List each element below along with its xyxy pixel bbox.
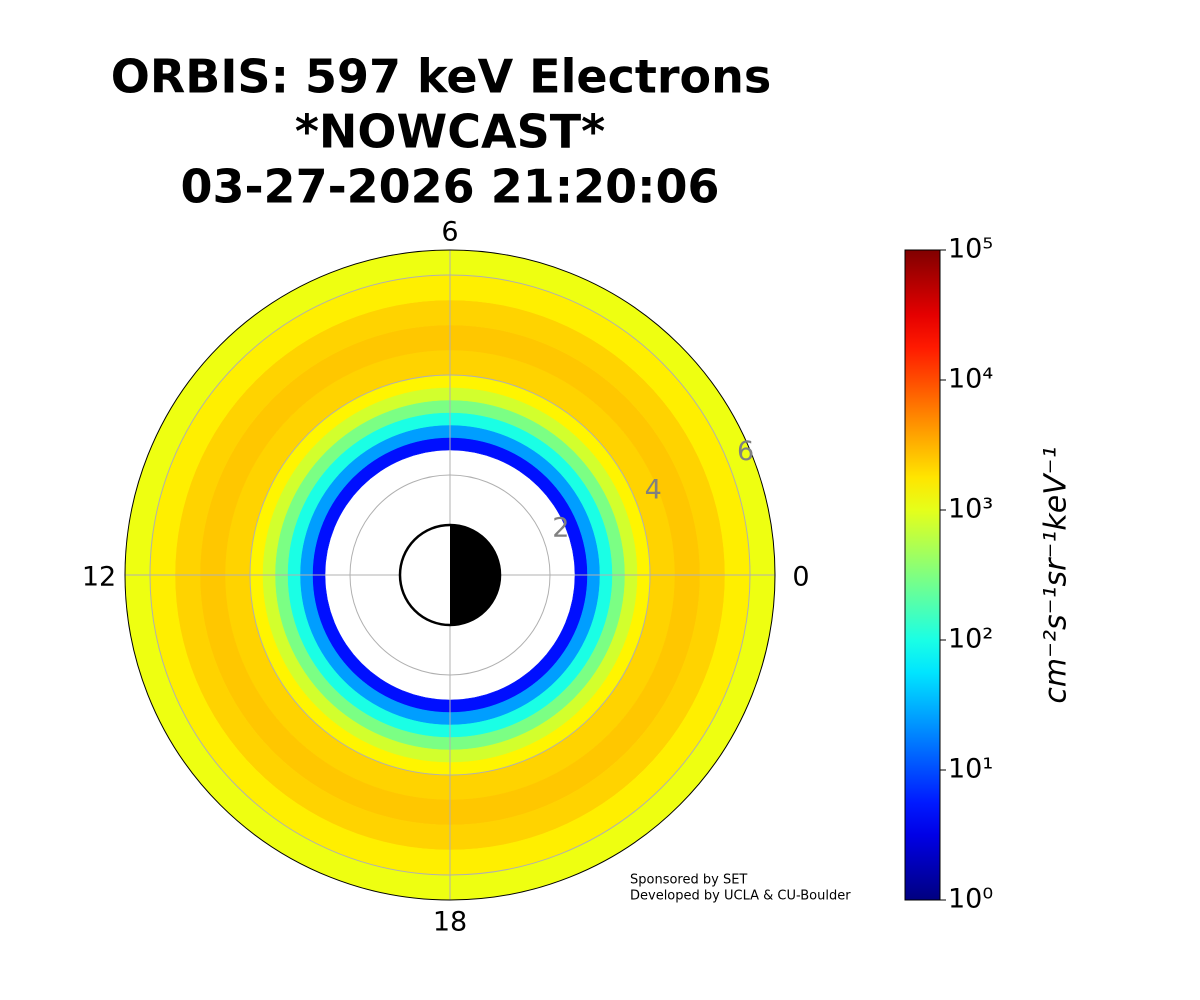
theta-tick-label: 6 xyxy=(441,217,458,248)
polar-frame xyxy=(124,249,776,901)
colorbar-tick-label: 10⁴ xyxy=(948,364,993,395)
title-line: ORBIS: 597 keV Electrons xyxy=(111,50,772,104)
colorbar xyxy=(904,249,941,901)
colorbar-tick-label: 10³ xyxy=(948,494,993,525)
theta-tick-label: 0 xyxy=(792,562,809,593)
theta-tick-label: 12 xyxy=(82,562,116,593)
colorbar-tick-label: 10⁵ xyxy=(948,234,993,265)
earth-night xyxy=(450,525,500,625)
title-line: 03-27-2026 21:20:06 xyxy=(180,160,719,214)
theta-tick-label: 18 xyxy=(433,907,467,938)
annotation: Developed by UCLA & CU-Boulder xyxy=(630,889,851,904)
colorbar-tick-label: 10² xyxy=(948,624,993,655)
r-tick-label: 2 xyxy=(552,513,569,544)
colorbar-label: cm⁻²s⁻¹sr⁻¹keV⁻¹ xyxy=(1039,446,1074,703)
r-tick-label: 6 xyxy=(737,436,754,467)
title-line: *NOWCAST* xyxy=(295,105,605,159)
colorbar-tick-label: 10⁰ xyxy=(948,884,993,915)
r-tick-label: 4 xyxy=(645,474,662,505)
annotation: Sponsored by SET xyxy=(630,873,747,888)
colorbar-tick-label: 10¹ xyxy=(948,754,993,785)
